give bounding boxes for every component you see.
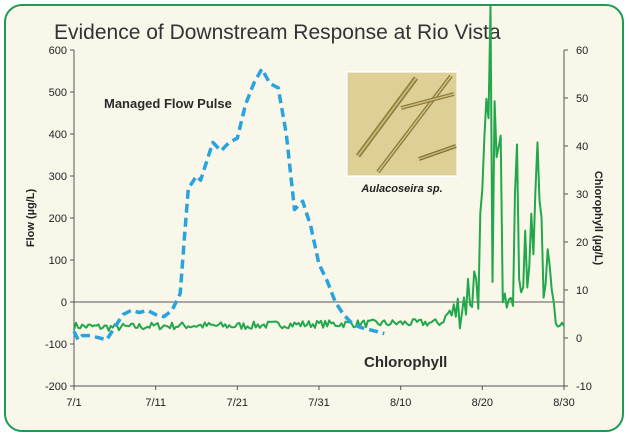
left-tick-label: 400 [49, 129, 67, 141]
x-tick-label: 7/31 [308, 397, 329, 409]
x-tick-label: 8/20 [472, 397, 493, 409]
chlorophyll-line [73, 6, 565, 332]
series-layer [72, 6, 565, 342]
right-tick-label: 10 [576, 285, 588, 297]
chart-canvas: Evidence of Downstream Response at Rio V… [25, 6, 604, 409]
left-tick-label: 500 [49, 87, 67, 99]
right-tick-label: 50 [576, 93, 588, 105]
right-tick-label: 30 [576, 189, 588, 201]
x-tick-label: 7/11 [145, 397, 166, 409]
right-tick-label: 0 [576, 333, 582, 345]
chart-figure: Evidence of Downstream Response at Rio V… [4, 4, 624, 432]
flow-pulse-line [72, 67, 385, 342]
left-tick-label: -200 [45, 381, 67, 393]
x-tick-label: 7/1 [66, 397, 81, 409]
chart-title: Evidence of Downstream Response at Rio V… [54, 21, 501, 44]
right-tick-label: 60 [576, 45, 588, 57]
right-tick-label: -10 [576, 381, 592, 393]
right-axis-label: Chlorophyll (µg/L) [592, 171, 604, 266]
x-tick-label: 8/10 [390, 397, 411, 409]
flow-pulse-annotation: Managed Flow Pulse [104, 96, 232, 111]
x-tick-group: 7/1 7/11 7/21 7/31 8/10 8/20 8/30 [66, 386, 575, 409]
chlorophyll-series-label: Chlorophyll [364, 354, 447, 371]
right-tick-group: 60 50 40 30 20 10 0 -10 [564, 45, 592, 393]
left-tick-group: 600 500 400 300 200 100 0 -100 -200 [45, 45, 74, 393]
left-tick-label: 0 [61, 297, 67, 309]
left-tick-label: -100 [45, 339, 67, 351]
left-tick-label: 600 [49, 45, 67, 57]
left-axis-label: Flow (µg/L) [25, 189, 37, 248]
aulacoseira-photo [346, 71, 458, 177]
left-tick-label: 300 [49, 171, 67, 183]
left-tick-label: 200 [49, 213, 67, 225]
right-tick-label: 40 [576, 141, 588, 153]
right-tick-label: 20 [576, 237, 588, 249]
photo-caption: Aulacoseira sp. [360, 183, 442, 195]
x-tick-label: 7/21 [227, 397, 248, 409]
x-tick-label: 8/30 [553, 397, 574, 409]
left-tick-label: 100 [49, 255, 67, 267]
